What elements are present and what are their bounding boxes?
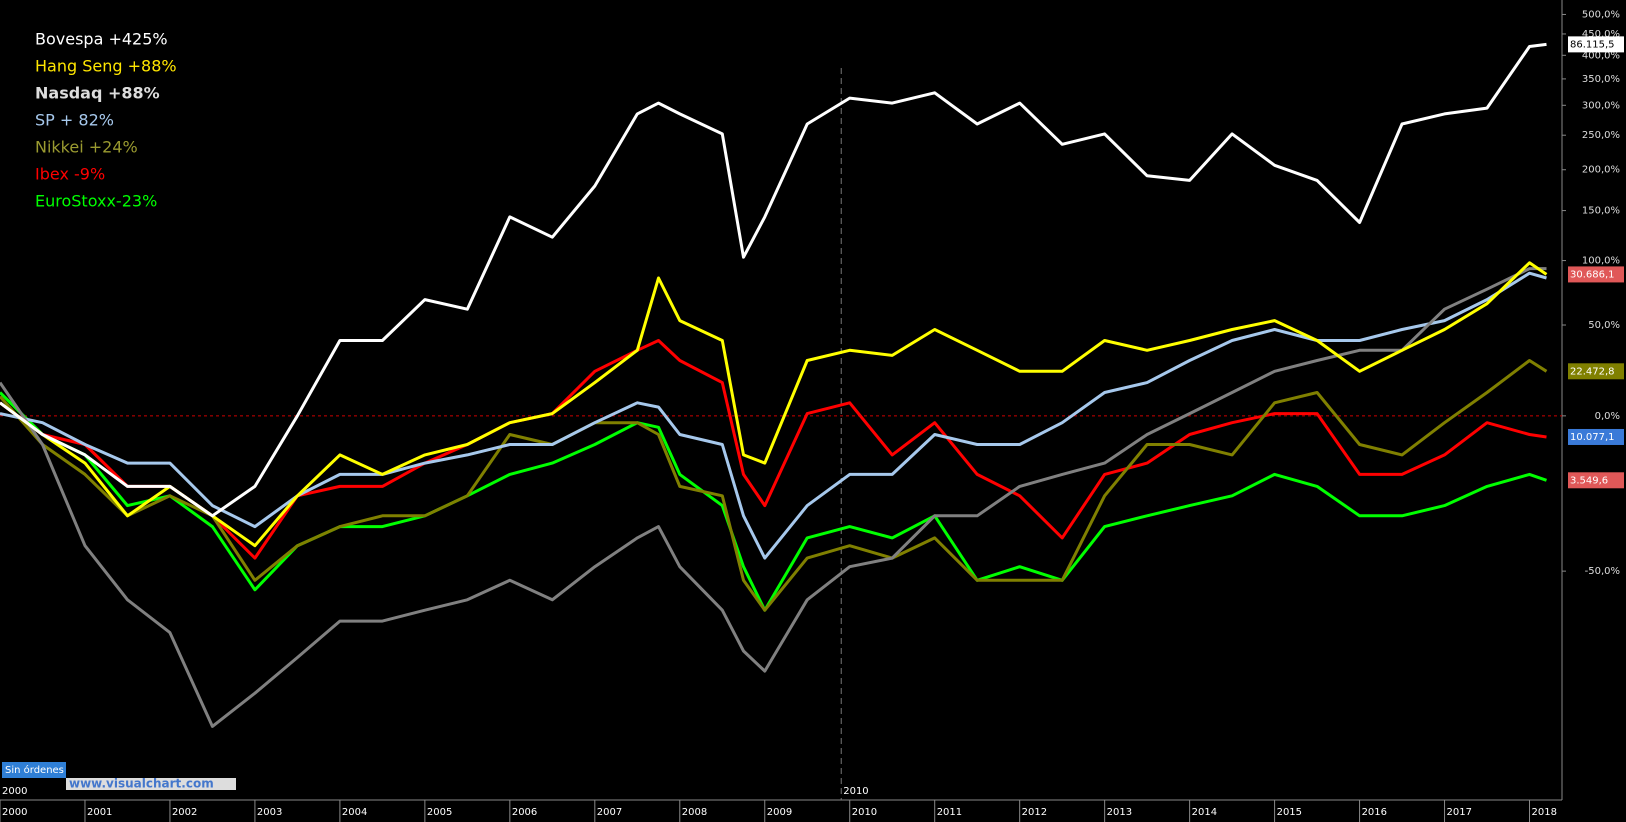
last-label: 30.686,1 [1570, 269, 1615, 280]
x-tick-label: 2016 [1362, 807, 1387, 818]
series-line [0, 339, 1547, 560]
y-tick-label: 150,0% [1582, 206, 1620, 217]
series-line [0, 359, 1548, 612]
x-tick-label: 2015 [1277, 807, 1302, 818]
legend-entry: Hang Seng +88% [35, 57, 177, 76]
x-tick-label: 2012 [1022, 807, 1047, 818]
x-tick-label: 2004 [342, 807, 367, 818]
legend-entry: Nikkei +24% [35, 138, 138, 157]
y-tick-label: 300,0% [1582, 100, 1620, 111]
x-tick-label: 2000 [2, 807, 27, 818]
y-tick-label: 0,0% [1595, 411, 1620, 422]
y-tick-label: 500,0% [1582, 9, 1620, 20]
y-tick-label: -50,0% [1585, 566, 1620, 577]
y-tick-label: 450,0% [1582, 29, 1620, 40]
annotation-text: 2010 [843, 786, 868, 797]
legend-entry: Ibex -9% [35, 165, 105, 184]
x-tick-label: 2010 [852, 807, 877, 818]
watermark: www.visualchart.com [69, 777, 214, 791]
last-label-box [1568, 266, 1624, 283]
y-tick-label: 400,0% [1582, 50, 1620, 61]
legend-entry: Bovespa +425% [35, 30, 168, 49]
series-line [0, 391, 1547, 612]
series-line [0, 261, 1548, 548]
legend-entry: EuroStoxx-23% [35, 192, 157, 211]
last-label: 86.115,5 [1570, 39, 1615, 50]
start-label: 2000 [2, 786, 27, 797]
legend-entry: SP + 82% [35, 111, 114, 130]
last-label-box [1568, 36, 1624, 53]
y-axis-panel [1564, 0, 1626, 822]
last-label-box [1568, 363, 1624, 380]
last-label: 3.549,6 [1570, 475, 1608, 486]
x-tick-label: 2002 [172, 807, 197, 818]
x-tick-label: 2001 [87, 807, 112, 818]
legend-entry: Nasdaq +88% [35, 84, 160, 103]
x-tick-label: 2014 [1192, 807, 1217, 818]
watermark-box [66, 778, 236, 790]
status-box [2, 762, 66, 778]
series-line [0, 42, 1547, 518]
series-line [0, 271, 1547, 560]
last-label-box [1568, 428, 1624, 445]
y-tick-label: 350,0% [1582, 74, 1620, 85]
status-text: Sin órdenes [5, 764, 64, 776]
last-label: 22.472,8 [1570, 366, 1615, 377]
last-label-box [1568, 472, 1624, 489]
x-tick-label: 2008 [682, 807, 707, 818]
x-tick-label: 2009 [767, 807, 792, 818]
x-tick-label: 2005 [427, 807, 452, 818]
y-tick-label: 100,0% [1582, 256, 1620, 267]
x-tick-label: 2003 [257, 807, 282, 818]
x-tick-label: 2007 [597, 807, 622, 818]
x-tick-label: 2006 [512, 807, 537, 818]
x-tick-label: 2011 [937, 807, 962, 818]
x-tick-label: 2018 [1532, 807, 1557, 818]
x-tick-label: 2017 [1447, 807, 1472, 818]
y-tick-label: 200,0% [1582, 165, 1620, 176]
last-label: 10.077,1 [1570, 432, 1615, 443]
series-line [0, 267, 1547, 728]
x-tick-label: 2013 [1107, 807, 1132, 818]
y-tick-label: 50,0% [1588, 320, 1620, 331]
y-tick-label: 250,0% [1582, 130, 1620, 141]
